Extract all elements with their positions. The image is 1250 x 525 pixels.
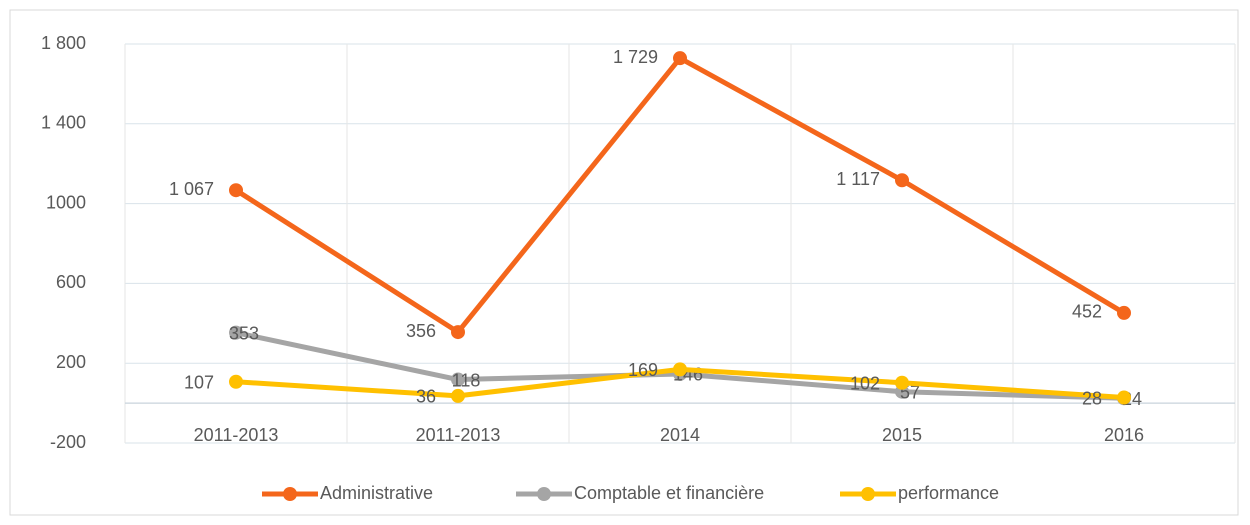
data-point — [895, 173, 909, 188]
y-tick-label: 1 400 — [41, 113, 86, 133]
y-tick-label: 200 — [56, 352, 86, 372]
x-tick-label: 2015 — [882, 425, 922, 445]
legend-label: performance — [898, 483, 999, 503]
legend-marker — [861, 487, 875, 501]
data-point — [229, 374, 243, 389]
y-tick-label: 1 800 — [41, 33, 86, 53]
data-point — [1117, 305, 1131, 320]
data-label: 1 117 — [836, 169, 880, 189]
data-label: 1 067 — [169, 179, 214, 199]
data-label: 1 729 — [613, 47, 658, 67]
legend-marker — [283, 487, 297, 501]
x-tick-label: 2014 — [660, 425, 700, 445]
data-point — [895, 375, 909, 390]
data-label: 356 — [406, 321, 436, 341]
data-point — [451, 388, 465, 403]
data-label: 36 — [416, 387, 436, 407]
y-tick-label: 600 — [56, 272, 86, 292]
data-label: 118 — [452, 370, 481, 390]
y-tick-label: -200 — [50, 432, 86, 452]
data-label: 353 — [229, 323, 259, 343]
data-label: 28 — [1082, 388, 1102, 408]
data-label: 102 — [850, 374, 880, 394]
x-tick-label: 2011-2013 — [194, 425, 279, 445]
data-point — [673, 362, 687, 377]
legend-label: Administrative — [320, 483, 433, 503]
legend-marker — [537, 487, 551, 501]
chart-frame — [9, 9, 1239, 516]
data-point — [229, 183, 243, 198]
data-point — [451, 372, 465, 387]
data-point — [1117, 390, 1131, 405]
x-tick-label: 2011-2013 — [416, 425, 501, 445]
x-tick-label: 2016 — [1104, 425, 1144, 445]
legend-label: Comptable et financière — [574, 483, 764, 503]
data-point — [229, 325, 243, 340]
data-label: 107 — [184, 373, 214, 393]
data-label: 452 — [1072, 302, 1102, 322]
data-label: 169 — [628, 360, 658, 380]
data-point — [451, 325, 465, 340]
y-tick-label: 1000 — [46, 192, 86, 212]
data-point — [673, 51, 687, 66]
